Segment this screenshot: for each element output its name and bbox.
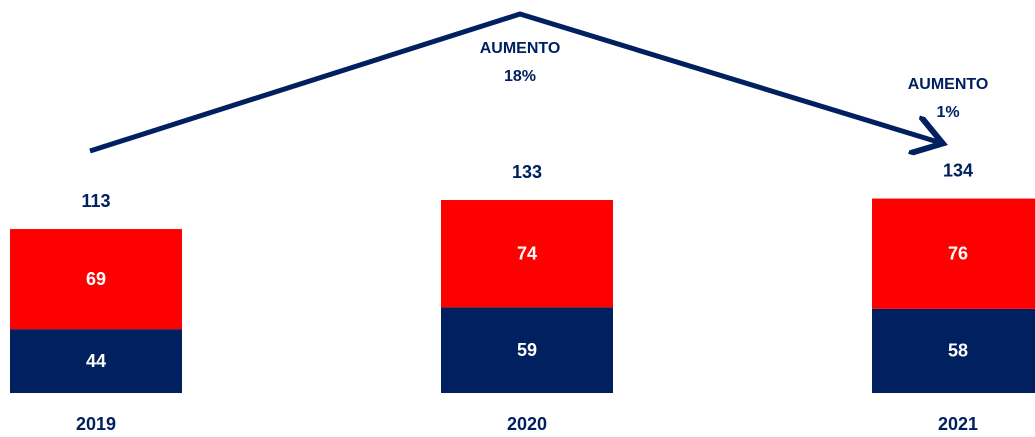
bar-segment [872, 198, 1035, 309]
annotation: 1% [936, 104, 959, 121]
annotation: AUMENTO [908, 76, 989, 93]
total-label: 134 [943, 160, 973, 180]
segment-label: 44 [86, 351, 106, 371]
annotation: AUMENTO [480, 40, 561, 57]
annotation: 18% [504, 68, 536, 85]
trend-arrow [89, 11, 938, 151]
bar-segment [441, 200, 613, 308]
segment-label: 76 [948, 243, 968, 263]
x-tick-label: 2019 [76, 414, 116, 434]
segment-label: 69 [86, 269, 106, 289]
bar-segment [10, 329, 182, 393]
bar-segment [872, 308, 1035, 393]
bar-segment [10, 229, 182, 330]
x-tick-label: 2021 [938, 414, 978, 434]
segment-label: 74 [517, 243, 537, 263]
segment-label: 58 [948, 341, 968, 361]
total-label: 133 [512, 162, 542, 182]
segment-label: 59 [517, 340, 537, 360]
total-label: 113 [81, 191, 110, 211]
x-tick-label: 2020 [507, 414, 547, 434]
bar-segment [441, 307, 613, 393]
